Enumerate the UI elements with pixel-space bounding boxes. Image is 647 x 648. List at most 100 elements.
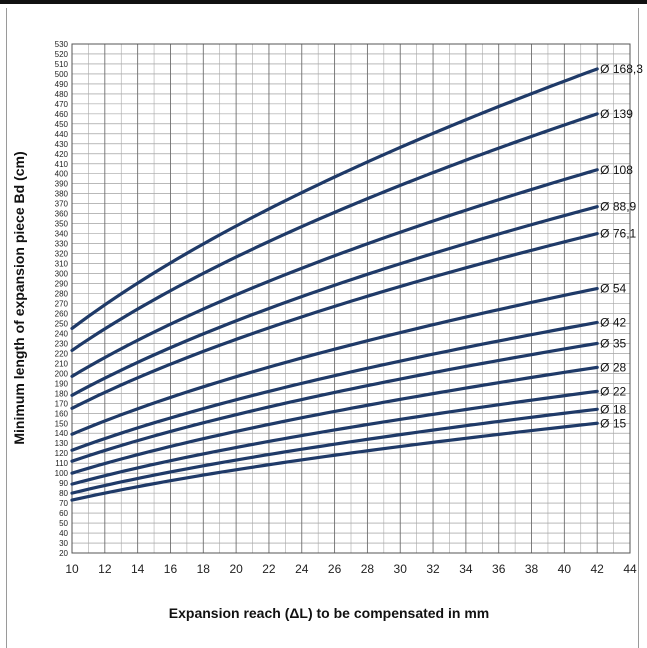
series-line xyxy=(70,67,599,331)
series-label: Ø 54 xyxy=(600,282,626,296)
y-tick-label: 410 xyxy=(55,160,69,169)
x-tick-label: 40 xyxy=(558,562,572,576)
y-tick-label: 380 xyxy=(55,190,69,199)
y-tick-label: 110 xyxy=(55,459,68,468)
series-label: Ø 18 xyxy=(600,402,626,416)
y-tick-label: 260 xyxy=(55,309,69,318)
y-tick-label: 430 xyxy=(55,140,69,149)
y-tick-label: 150 xyxy=(55,419,69,428)
y-tick-label: 400 xyxy=(55,170,69,179)
series-label: Ø 139 xyxy=(600,107,633,121)
x-tick-label: 34 xyxy=(459,562,473,576)
y-tick-label: 310 xyxy=(55,260,69,269)
y-tick-label: 180 xyxy=(55,389,69,398)
chart: Minimum length of expansion piece Bd (cm… xyxy=(11,40,643,621)
y-tick-label: 220 xyxy=(55,349,69,358)
y-tick-label: 290 xyxy=(55,280,69,289)
x-tick-label: 12 xyxy=(98,562,112,576)
y-tick-label: 270 xyxy=(55,299,69,308)
y-tick-label: 330 xyxy=(55,240,69,249)
y-tick-label: 280 xyxy=(55,290,69,299)
series-line xyxy=(70,341,599,463)
y-tick-label: 460 xyxy=(55,110,69,119)
y-tick-label: 250 xyxy=(55,319,69,328)
y-tick-label: 520 xyxy=(55,50,69,59)
series-line xyxy=(70,407,599,495)
series-line xyxy=(70,389,599,486)
y-tick-label: 360 xyxy=(55,210,69,219)
chart-frame xyxy=(6,8,639,648)
series-label: Ø 76,1 xyxy=(600,227,636,241)
series-line xyxy=(70,421,599,502)
x-tick-label: 24 xyxy=(295,562,309,576)
y-tick-label: 420 xyxy=(55,150,69,159)
series-label: Ø 22 xyxy=(600,384,626,398)
series-line xyxy=(70,168,599,378)
x-tick-label: 26 xyxy=(328,562,342,576)
series-label: Ø 168,3 xyxy=(600,62,643,76)
series-line xyxy=(70,205,599,397)
y-tick-label: 530 xyxy=(55,40,69,49)
plot-border xyxy=(71,43,631,554)
x-tick-label: 22 xyxy=(262,562,276,576)
y-tick-label: 30 xyxy=(59,539,68,548)
y-axis-label: Minimum length of expansion piece Bd (cm… xyxy=(11,151,27,444)
series-label: Ø 88,9 xyxy=(600,200,636,214)
y-tick-label: 390 xyxy=(55,180,69,189)
x-tick-label: 28 xyxy=(361,562,375,576)
y-tick-label: 50 xyxy=(59,519,68,528)
series-line xyxy=(70,320,599,452)
x-tick-label: 32 xyxy=(426,562,440,576)
y-tick-label: 190 xyxy=(55,379,69,388)
y-tick-label: 80 xyxy=(59,489,68,498)
y-tick-label: 210 xyxy=(55,359,69,368)
y-tick-label: 480 xyxy=(55,90,69,99)
x-tick-label: 38 xyxy=(525,562,539,576)
series-label: Ø 15 xyxy=(600,416,626,430)
series-label: Ø 42 xyxy=(600,315,626,329)
y-tick-label: 510 xyxy=(55,60,69,69)
y-tick-label: 130 xyxy=(55,439,69,448)
y-tick-label: 470 xyxy=(55,100,69,109)
x-tick-label: 10 xyxy=(65,562,79,576)
y-tick-label: 350 xyxy=(55,220,69,229)
y-tick-label: 200 xyxy=(55,369,69,378)
y-tick-label: 320 xyxy=(55,250,69,259)
y-tick-label: 500 xyxy=(55,70,69,79)
series-line xyxy=(70,365,599,475)
y-tick-label: 450 xyxy=(55,120,69,129)
x-axis-label: Expansion reach (ΔL) to be compensated i… xyxy=(169,605,489,621)
series-line xyxy=(70,112,599,352)
y-tick-label: 440 xyxy=(55,130,69,139)
y-tick-label: 230 xyxy=(55,339,69,348)
x-tick-label: 44 xyxy=(623,562,637,576)
y-tick-label: 70 xyxy=(59,499,68,508)
x-tick-label: 14 xyxy=(131,562,145,576)
y-tick-label: 100 xyxy=(55,469,69,478)
x-tick-label: 42 xyxy=(590,562,604,576)
y-tick-label: 160 xyxy=(55,409,69,418)
y-tick-label: 490 xyxy=(55,80,69,89)
y-tick-label: 40 xyxy=(59,529,68,538)
y-tick-label: 370 xyxy=(55,200,69,209)
x-tick-label: 18 xyxy=(197,562,211,576)
y-tick-label: 140 xyxy=(55,429,69,438)
x-tick-label: 36 xyxy=(492,562,506,576)
y-tick-label: 240 xyxy=(55,329,69,338)
top-rule xyxy=(0,0,647,4)
x-tick-label: 20 xyxy=(229,562,243,576)
x-tick-label: 16 xyxy=(164,562,178,576)
y-tick-label: 90 xyxy=(59,479,68,488)
series-label: Ø 108 xyxy=(600,163,633,177)
y-tick-label: 60 xyxy=(59,509,68,518)
y-tick-label: 20 xyxy=(59,549,68,558)
series-label: Ø 35 xyxy=(600,336,626,350)
y-tick-label: 120 xyxy=(55,449,69,458)
y-tick-label: 300 xyxy=(55,270,69,279)
x-tick-label: 30 xyxy=(394,562,408,576)
series-label: Ø 28 xyxy=(600,360,626,374)
y-tick-label: 170 xyxy=(55,399,69,408)
series-line xyxy=(70,286,599,436)
y-tick-label: 340 xyxy=(55,230,69,239)
series-line xyxy=(70,232,599,410)
